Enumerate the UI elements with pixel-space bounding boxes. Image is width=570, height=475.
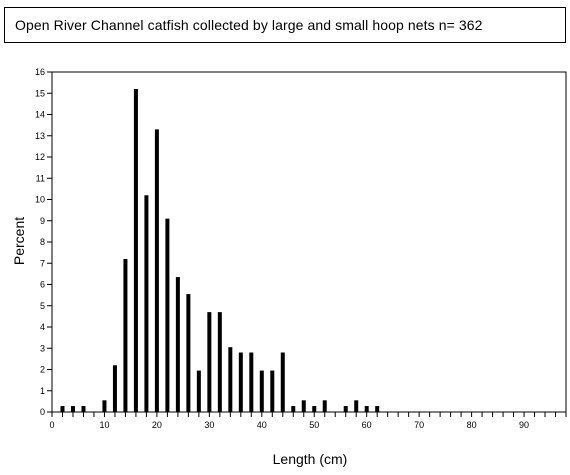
histogram-bar bbox=[301, 400, 306, 412]
histogram-bar bbox=[259, 370, 264, 412]
y-tick-label: 12 bbox=[35, 152, 45, 162]
histogram-bar bbox=[249, 352, 254, 412]
histogram-bar bbox=[207, 312, 212, 412]
y-tick-label: 11 bbox=[36, 173, 45, 183]
histogram-bar bbox=[186, 294, 191, 412]
x-tick-label: 0 bbox=[49, 420, 54, 430]
x-tick-label: 90 bbox=[519, 420, 529, 430]
y-tick-label: 8 bbox=[40, 237, 45, 247]
x-tick-label: 40 bbox=[257, 420, 267, 430]
histogram-bar bbox=[217, 312, 222, 412]
y-tick-label: 5 bbox=[40, 301, 45, 311]
plot-frame bbox=[51, 71, 567, 413]
histogram-bar bbox=[60, 406, 65, 412]
histogram-bar bbox=[291, 406, 296, 412]
y-tick-label: 4 bbox=[40, 322, 45, 332]
histogram-bar bbox=[354, 400, 359, 412]
histogram-bar bbox=[322, 400, 327, 412]
histogram-bar bbox=[144, 195, 149, 412]
histogram-bar bbox=[70, 406, 75, 412]
y-tick-label: 3 bbox=[40, 343, 45, 353]
x-tick-label: 20 bbox=[152, 420, 162, 430]
histogram-bar bbox=[165, 218, 170, 412]
y-tick-label: 13 bbox=[35, 131, 45, 141]
histogram-bar bbox=[343, 406, 348, 412]
y-tick-label: 2 bbox=[40, 365, 45, 375]
x-tick-label: 30 bbox=[204, 420, 214, 430]
y-tick-label: 15 bbox=[35, 88, 45, 98]
histogram-bar bbox=[228, 347, 233, 412]
y-tick-label: 16 bbox=[35, 67, 45, 77]
y-tick-label: 7 bbox=[40, 258, 45, 268]
y-tick-label: 9 bbox=[40, 216, 45, 226]
histogram-bar bbox=[312, 406, 317, 412]
y-tick-label: 1 bbox=[40, 386, 45, 396]
y-tick-label: 0 bbox=[40, 407, 45, 417]
histogram-bar bbox=[238, 352, 243, 412]
chart-title-box: Open River Channel catfish collected by … bbox=[4, 7, 566, 43]
histogram-bar bbox=[280, 352, 285, 412]
histogram-bar bbox=[154, 129, 159, 412]
chart-title: Open River Channel catfish collected by … bbox=[15, 17, 483, 33]
y-tick-label: 14 bbox=[35, 110, 45, 120]
x-tick-label: 80 bbox=[467, 420, 477, 430]
x-axis-title: Length (cm) bbox=[273, 451, 348, 467]
x-tick-label: 60 bbox=[362, 420, 372, 430]
histogram-bar bbox=[270, 370, 275, 412]
histogram-bar bbox=[102, 400, 107, 412]
y-axis-title: Percent bbox=[11, 217, 27, 265]
x-tick-label: 50 bbox=[309, 420, 319, 430]
histogram-bar bbox=[375, 406, 380, 412]
histogram-bar bbox=[175, 277, 180, 412]
histogram-bar bbox=[364, 406, 369, 412]
histogram-bar bbox=[133, 89, 138, 412]
histogram-bar bbox=[112, 365, 117, 412]
histogram-bar bbox=[196, 370, 201, 412]
histogram-bar bbox=[81, 406, 86, 412]
y-tick-label: 10 bbox=[35, 195, 45, 205]
y-tick-label: 6 bbox=[40, 280, 45, 290]
x-tick-label: 70 bbox=[414, 420, 424, 430]
histogram-bar bbox=[123, 259, 128, 412]
x-tick-label: 10 bbox=[99, 420, 109, 430]
